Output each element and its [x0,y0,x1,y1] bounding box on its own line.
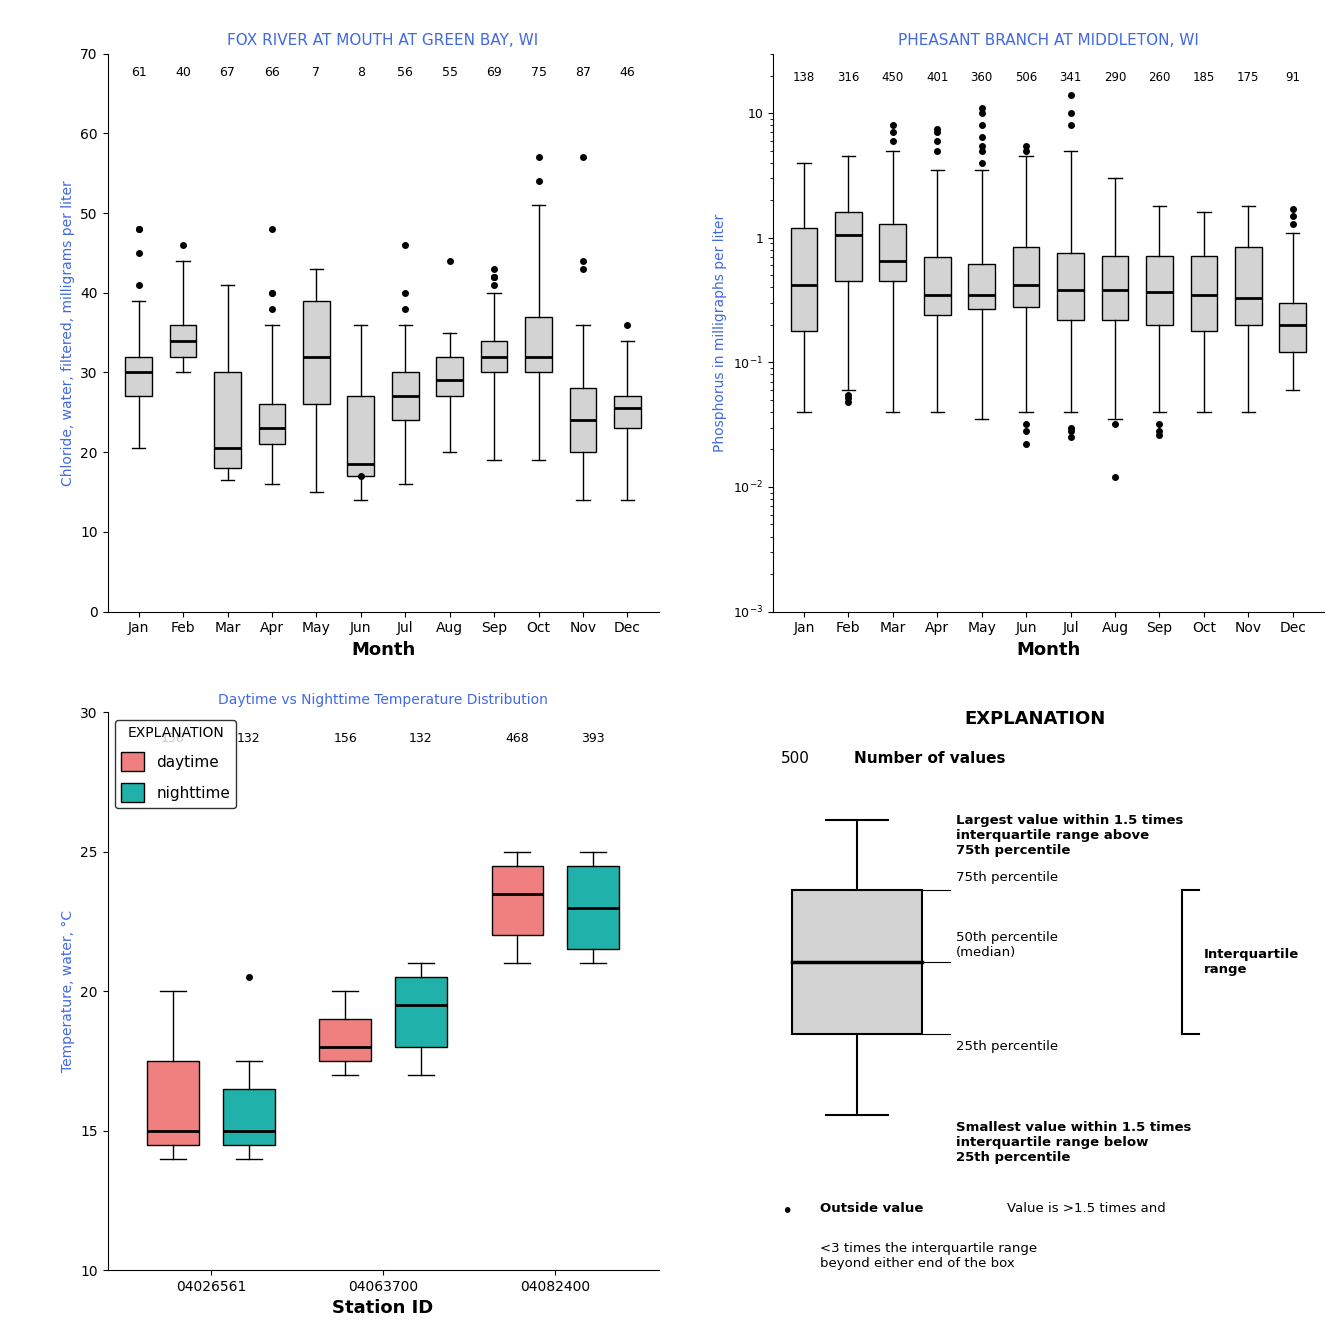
PathPatch shape [348,396,374,476]
X-axis label: Station ID: Station ID [332,1300,434,1317]
Text: 40: 40 [175,66,191,79]
PathPatch shape [1058,254,1083,320]
Text: 61: 61 [130,66,146,79]
PathPatch shape [169,325,196,356]
X-axis label: Month: Month [1016,641,1081,659]
Text: 468: 468 [505,732,530,745]
Text: 290: 290 [1103,70,1126,83]
Text: 156: 156 [161,732,185,745]
PathPatch shape [258,405,285,444]
Text: <3 times the interquartile range
beyond either end of the box: <3 times the interquartile range beyond … [820,1242,1038,1270]
Text: 132: 132 [237,732,261,745]
Text: 91: 91 [1285,70,1300,83]
Text: 393: 393 [582,732,605,745]
PathPatch shape [125,356,152,396]
Text: 401: 401 [926,70,949,83]
PathPatch shape [223,1089,274,1145]
Text: 66: 66 [263,66,280,79]
Title: Daytime vs Nighttime Temperature Distribution: Daytime vs Nighttime Temperature Distrib… [218,694,548,707]
Text: 8: 8 [356,66,364,79]
PathPatch shape [302,301,329,405]
Title: FOX RIVER AT MOUTH AT GREEN BAY, WI: FOX RIVER AT MOUTH AT GREEN BAY, WI [227,34,539,48]
PathPatch shape [146,1060,199,1145]
PathPatch shape [437,356,464,396]
Text: Largest value within 1.5 times
interquartile range above
75th percentile: Largest value within 1.5 times interquar… [956,814,1183,857]
Text: 69: 69 [487,66,503,79]
Text: EXPLANATION: EXPLANATION [964,711,1106,728]
Text: 46: 46 [620,66,636,79]
Legend: daytime, nighttime: daytime, nighttime [116,720,237,808]
PathPatch shape [567,866,620,949]
Text: 506: 506 [1015,70,1038,83]
PathPatch shape [492,866,543,935]
Text: •: • [781,1202,792,1220]
Text: 75: 75 [531,66,547,79]
Text: 50th percentile
(median): 50th percentile (median) [956,931,1058,960]
PathPatch shape [1279,302,1306,352]
PathPatch shape [395,977,446,1047]
PathPatch shape [1146,255,1173,325]
Text: 450: 450 [882,70,905,83]
PathPatch shape [968,263,995,309]
Text: 25th percentile: 25th percentile [956,1040,1058,1052]
PathPatch shape [526,317,552,372]
PathPatch shape [835,212,862,281]
Text: 67: 67 [219,66,235,79]
Text: Outside value: Outside value [820,1202,923,1215]
Text: 132: 132 [409,732,433,745]
Text: 500: 500 [781,751,809,766]
Text: Value is >1.5 times and: Value is >1.5 times and [1007,1202,1165,1215]
PathPatch shape [1235,246,1262,325]
X-axis label: Month: Month [351,641,415,659]
Y-axis label: Phosphorus in milligraphs per liter: Phosphorus in milligraphs per liter [714,214,727,452]
Y-axis label: Chloride, water, filtered, milligrams per liter: Chloride, water, filtered, milligrams pe… [60,180,75,485]
Text: 360: 360 [970,70,993,83]
Text: 75th percentile: 75th percentile [956,871,1058,884]
PathPatch shape [923,257,950,314]
Title: PHEASANT BRANCH AT MIDDLETON, WI: PHEASANT BRANCH AT MIDDLETON, WI [898,34,1199,48]
Text: 55: 55 [442,66,458,79]
PathPatch shape [614,396,641,429]
Text: 341: 341 [1059,70,1082,83]
Text: Number of values: Number of values [855,751,1005,766]
Text: 185: 185 [1192,70,1215,83]
Text: 7: 7 [312,66,320,79]
PathPatch shape [481,340,508,372]
PathPatch shape [570,388,597,452]
Text: 156: 156 [333,732,358,745]
PathPatch shape [879,223,906,281]
PathPatch shape [214,372,241,468]
Text: Smallest value within 1.5 times
interquartile range below
25th percentile: Smallest value within 1.5 times interqua… [956,1121,1191,1164]
Text: 260: 260 [1148,70,1171,83]
Text: 316: 316 [837,70,860,83]
Y-axis label: Temperature, water, °C: Temperature, water, °C [60,910,75,1073]
PathPatch shape [790,228,817,331]
PathPatch shape [392,372,418,421]
Text: 138: 138 [793,70,814,83]
Text: 56: 56 [398,66,413,79]
Bar [792,890,922,1034]
PathPatch shape [1102,255,1129,320]
Text: Interquartile
range: Interquartile range [1204,948,1300,976]
Text: 87: 87 [575,66,591,79]
PathPatch shape [1191,255,1218,331]
PathPatch shape [320,1019,371,1060]
PathPatch shape [1013,246,1039,306]
Text: 175: 175 [1236,70,1259,83]
